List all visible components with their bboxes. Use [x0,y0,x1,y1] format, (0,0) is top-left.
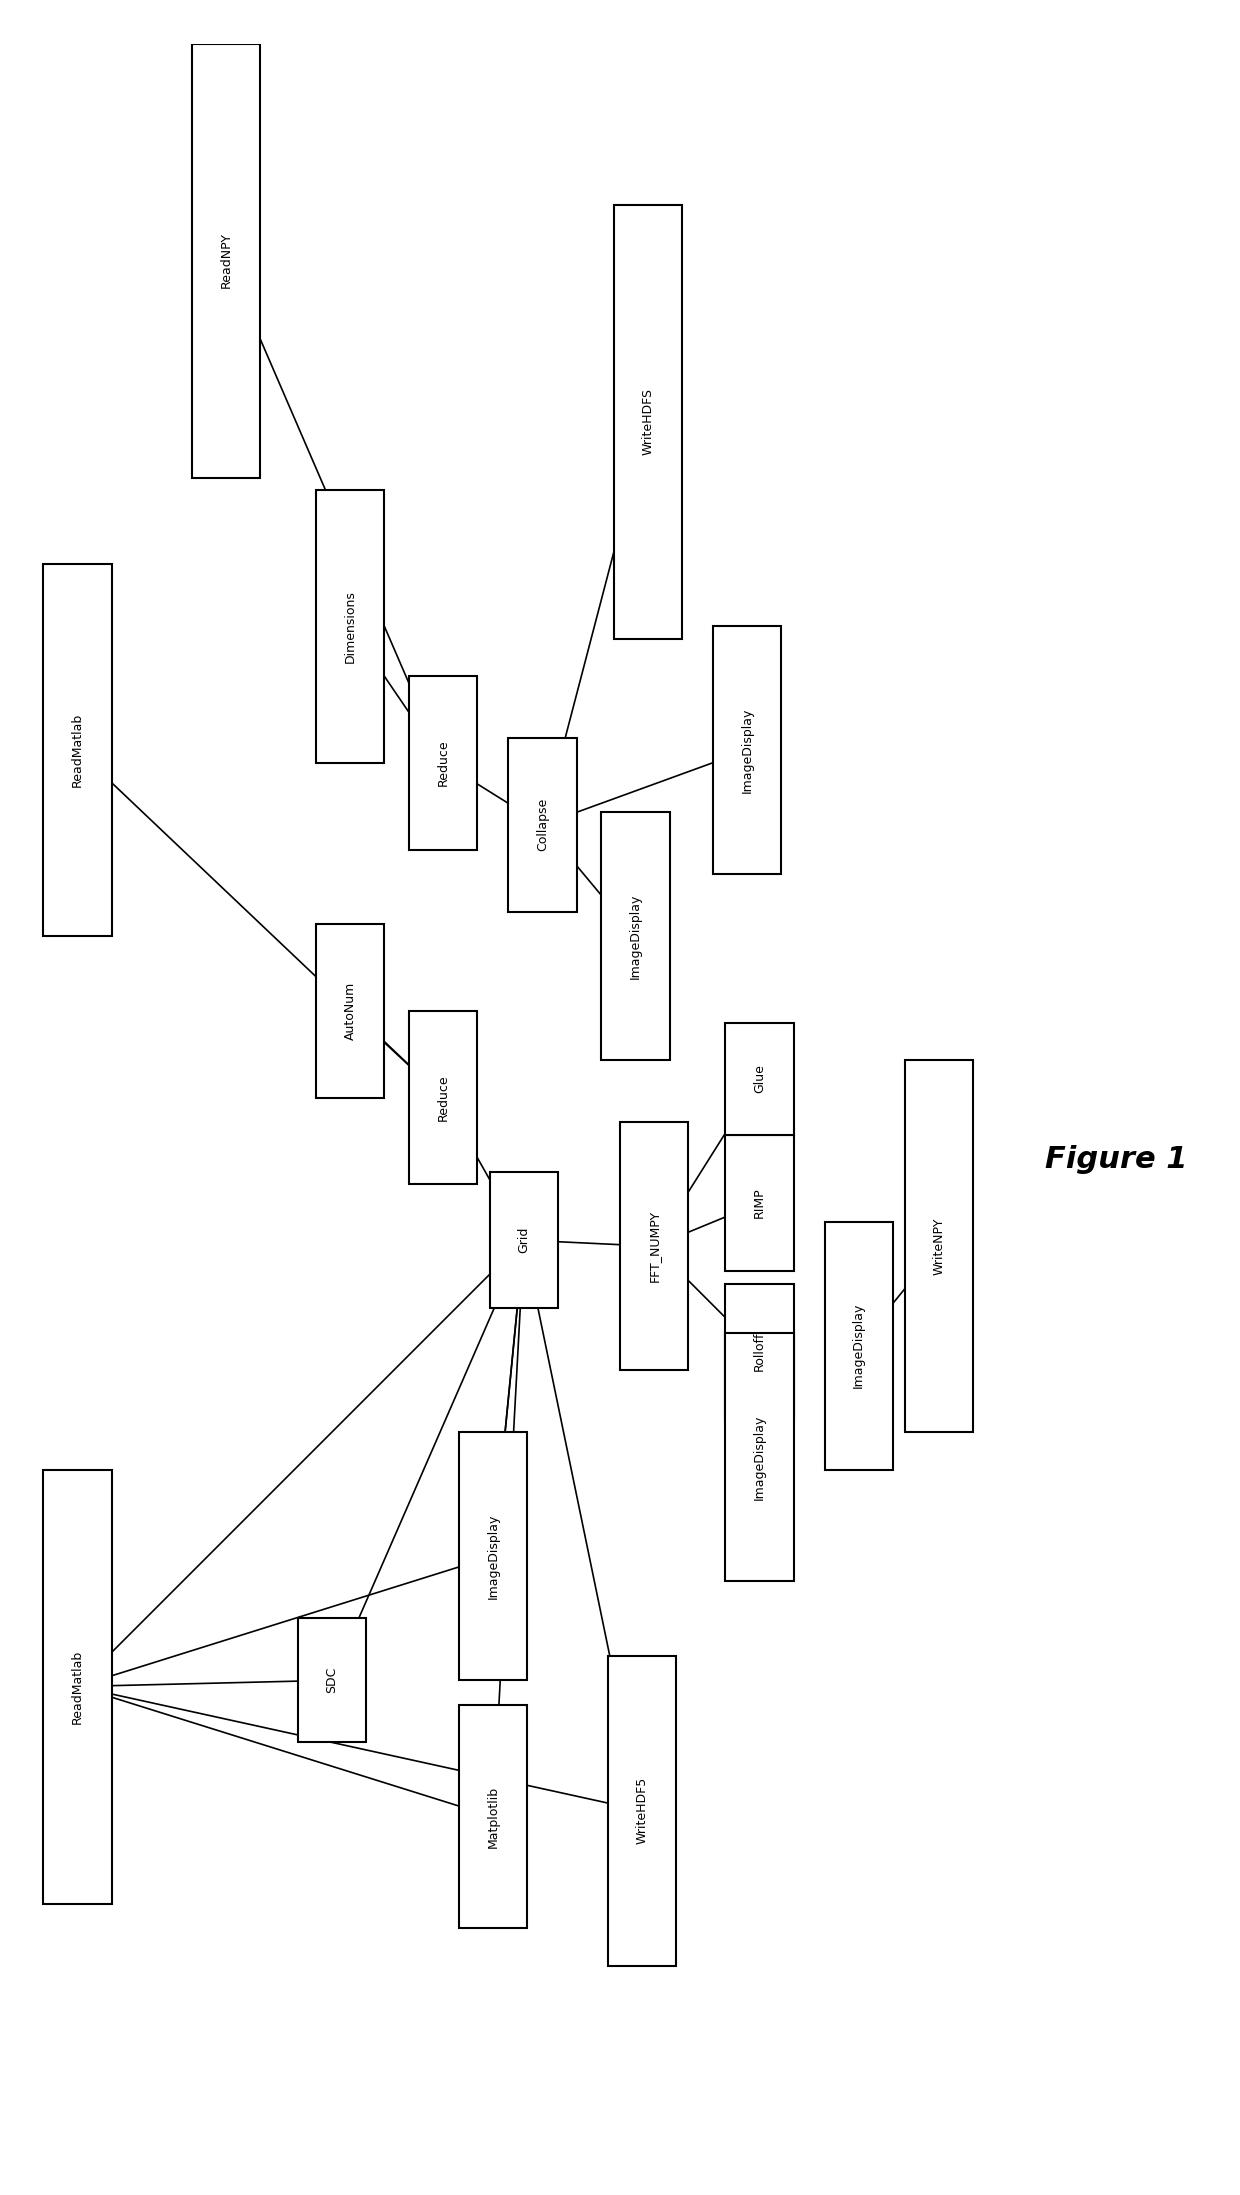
FancyBboxPatch shape [620,1122,688,1370]
FancyBboxPatch shape [725,1023,794,1135]
FancyBboxPatch shape [43,1468,112,1903]
FancyBboxPatch shape [608,1655,676,1965]
FancyBboxPatch shape [725,1284,794,1420]
Text: Reduce: Reduce [436,1073,450,1122]
Text: ReadMatlab: ReadMatlab [71,1648,84,1723]
FancyBboxPatch shape [316,489,384,762]
FancyBboxPatch shape [508,738,577,911]
Text: FFT_NUMPY: FFT_NUMPY [647,1209,661,1282]
FancyBboxPatch shape [192,44,260,479]
Text: ImageDisplay: ImageDisplay [486,1515,500,1598]
Text: Rolloff: Rolloff [753,1332,766,1372]
FancyBboxPatch shape [298,1618,366,1743]
FancyBboxPatch shape [725,1332,794,1580]
Text: Glue: Glue [753,1065,766,1093]
FancyBboxPatch shape [43,564,112,937]
FancyBboxPatch shape [409,676,477,849]
FancyBboxPatch shape [459,1706,527,1927]
FancyBboxPatch shape [713,626,781,874]
Text: RIMP: RIMP [753,1187,766,1218]
Text: WriteNPY: WriteNPY [932,1218,946,1275]
FancyBboxPatch shape [725,1135,794,1271]
Text: SDC: SDC [325,1668,339,1695]
Text: WriteHDF5: WriteHDF5 [635,1778,649,1844]
FancyBboxPatch shape [409,1010,477,1185]
Text: ReadMatlab: ReadMatlab [71,713,84,788]
Text: Figure 1: Figure 1 [1045,1146,1187,1174]
Text: WriteHDFS: WriteHDFS [641,389,655,454]
Text: Grid: Grid [517,1227,531,1253]
Text: ReadNPY: ReadNPY [219,233,233,288]
FancyBboxPatch shape [614,204,682,639]
FancyBboxPatch shape [905,1060,973,1433]
FancyBboxPatch shape [490,1172,558,1308]
Text: ImageDisplay: ImageDisplay [852,1304,866,1387]
Text: ImageDisplay: ImageDisplay [740,707,754,792]
FancyBboxPatch shape [825,1220,893,1468]
Text: ImageDisplay: ImageDisplay [629,893,642,979]
Text: Dimensions: Dimensions [343,590,357,663]
FancyBboxPatch shape [316,924,384,1098]
Text: Collapse: Collapse [536,799,549,852]
FancyBboxPatch shape [601,812,670,1060]
Text: ImageDisplay: ImageDisplay [753,1414,766,1499]
Text: Matplotlib: Matplotlib [486,1787,500,1848]
FancyBboxPatch shape [459,1433,527,1681]
Text: AutoNum: AutoNum [343,981,357,1040]
Text: Reduce: Reduce [436,740,450,786]
